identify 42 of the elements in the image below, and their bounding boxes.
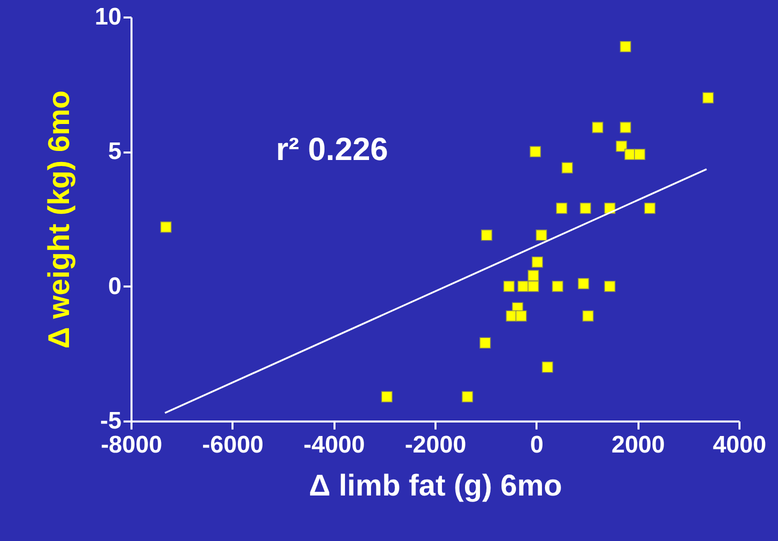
point — [620, 40, 632, 52]
y-tick-label: 0 — [108, 272, 122, 300]
y-tick-label: -5 — [100, 408, 122, 434]
point — [381, 391, 393, 402]
point — [578, 278, 590, 290]
point — [528, 270, 539, 282]
point — [503, 280, 515, 292]
x-axis-title: Δ limb fat (g) 6mo — [308, 470, 562, 502]
point — [532, 256, 543, 268]
point — [616, 140, 628, 152]
point — [518, 280, 529, 292]
x-tick-label: -4000 — [303, 432, 365, 458]
y-axis-title: Δ weight (kg) 6mo — [42, 90, 76, 349]
point — [160, 221, 172, 233]
x-tick-label: 0 — [530, 432, 544, 458]
point — [620, 122, 632, 134]
point — [582, 310, 594, 322]
point — [552, 280, 564, 292]
x-tick-label: 2000 — [611, 432, 665, 458]
x-tick-label: 4000 — [712, 432, 766, 458]
x-tick-label: -2000 — [404, 432, 466, 458]
point — [644, 202, 656, 214]
point — [556, 202, 568, 214]
x-tick-label: -8000 — [100, 432, 162, 458]
annotation: r² 0.226 — [276, 131, 388, 167]
point — [515, 310, 527, 322]
point — [462, 391, 474, 402]
point — [562, 162, 573, 174]
point — [542, 361, 554, 373]
y-tick-label: 10 — [94, 4, 122, 30]
y-tick-label: 5 — [108, 138, 122, 166]
x-tick-label: -6000 — [202, 432, 264, 458]
point — [536, 230, 548, 241]
point — [530, 146, 541, 158]
point — [480, 337, 491, 349]
point — [702, 92, 714, 104]
point — [604, 280, 616, 292]
point — [481, 230, 492, 241]
point — [580, 202, 592, 214]
point — [592, 122, 604, 134]
point — [634, 148, 646, 160]
point — [528, 280, 539, 292]
